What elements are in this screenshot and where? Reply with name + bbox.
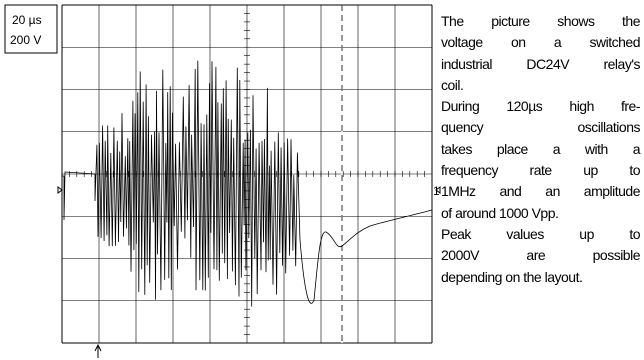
text-line: coil. [441,75,640,96]
text-line: 2000V are possible [441,245,640,266]
volts: 200 V [10,33,41,47]
page: 20 µs 200 V 1 The picture shows thevolta… [0,0,644,360]
text-line: frequency rate up to [441,160,640,181]
text-line: quency oscillations [441,117,640,138]
timebase: 20 µs [12,13,42,27]
text-line: Peak values up to [441,224,640,245]
text-line: depending on the layout. [441,267,640,288]
text-line: takes place a with a [441,139,640,160]
trigger-arrow [95,345,101,358]
text-line: industrial DC24V relay's [441,54,640,75]
text-line: voltage on a switched [441,32,640,53]
text-line: of around 1000 Vpp. [441,203,640,224]
text-line: The picture shows the [441,11,640,32]
ref-marker [58,187,62,193]
text-line: 1MHz and an amplitude [441,181,640,202]
text-line: During 120µs high fre- [441,96,640,117]
